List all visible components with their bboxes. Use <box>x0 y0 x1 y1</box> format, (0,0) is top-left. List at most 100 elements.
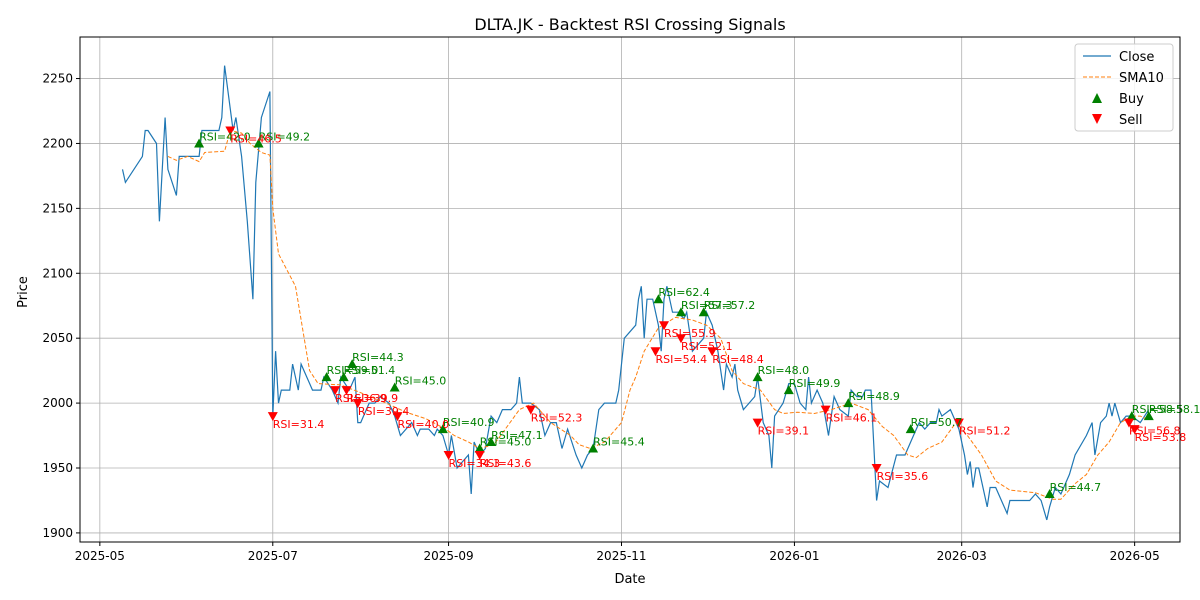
buy-signal-label: RSI=57.2 <box>704 299 756 312</box>
sell-signal-marker <box>392 412 403 422</box>
legend-buy-marker <box>1092 93 1102 103</box>
buy-signal-label: RSI=49.9 <box>789 377 841 390</box>
y-axis-label: Price <box>16 276 31 308</box>
sell-signal-label: RSI=56.8 <box>1129 425 1181 438</box>
buy-signal-marker <box>588 443 599 453</box>
buy-signal-label: RSI=58.5 <box>1132 403 1184 416</box>
sell-signal-marker <box>330 386 341 396</box>
sell-signal-marker <box>650 347 661 357</box>
buy-signal-label: RSI=45.0 <box>395 375 447 388</box>
x-axis-label: Date <box>614 572 645 587</box>
x-tick-label: 2025-07 <box>248 549 298 563</box>
buy-signal-marker <box>486 437 497 446</box>
plot-frame <box>79 36 1181 543</box>
sell-signal-label: RSI=51.2 <box>959 425 1011 438</box>
chart-title: DLTA.JK - Backtest RSI Crossing Signals <box>474 15 785 34</box>
buy-signal-label: RSI=58.1 <box>1149 403 1200 416</box>
sell-signal-marker <box>474 451 485 460</box>
grid-lines <box>80 37 1180 542</box>
buy-signal-marker <box>194 138 205 148</box>
x-axis-ticks: 2025-05 2025-07 2025-09 2025-11 2026-01 2026-… <box>75 542 1160 563</box>
buy-signal-marker <box>905 424 916 434</box>
sell-signal-label: RSI=53.8 <box>1135 431 1187 444</box>
buy-signal-label: RSI=59.0 <box>327 364 379 377</box>
sell-signal-label: RSI=39.1 <box>758 425 810 438</box>
y-tick-label: 2000 <box>42 396 73 410</box>
buy-signal-label: RSI=47.1 <box>491 429 543 442</box>
legend-sma10-label: SMA10 <box>1119 71 1164 86</box>
x-tick-label: 2026-05 <box>1110 549 1160 563</box>
x-tick-label: 2025-05 <box>75 549 125 563</box>
signal-markers <box>194 126 1154 498</box>
sell-signal-marker <box>659 321 669 331</box>
sell-signal-marker <box>820 405 831 415</box>
buy-signal-label: RSI=62.4 <box>658 286 710 299</box>
buy-signal-label: RSI=48.9 <box>848 390 900 403</box>
buy-signal-marker <box>321 372 332 382</box>
buy-signal-marker <box>698 307 709 317</box>
sell-signal-label: RSI=31.4 <box>273 418 325 431</box>
sell-signal-label: RSI=39.9 <box>346 392 398 405</box>
buy-signal-label: RSI=44.7 <box>1050 481 1102 494</box>
sell-signal-label: RSI=34.3 <box>449 457 501 470</box>
sell-signal-marker <box>676 334 686 344</box>
legend-sell-marker <box>1092 114 1102 124</box>
sell-signal-label: RSI=48.4 <box>712 353 764 366</box>
sell-signal-marker <box>953 418 964 428</box>
buy-signal-marker <box>752 372 763 382</box>
buy-signal-marker <box>676 307 686 317</box>
buy-signal-label: RSI=45.0 <box>480 436 532 449</box>
sell-signal-label: RSI=46.1 <box>826 412 878 425</box>
legend-box <box>1074 43 1174 132</box>
buy-signal-label: RSI=51.4 <box>344 364 396 377</box>
buy-signal-marker <box>437 424 448 434</box>
buy-signal-marker <box>783 385 794 395</box>
y-tick-label: 2250 <box>42 72 73 86</box>
sell-signal-marker <box>525 405 536 415</box>
sell-signal-marker <box>341 386 352 396</box>
legend-close-label: Close <box>1119 50 1154 65</box>
close-price-series <box>121 65 1150 521</box>
sell-signal-marker <box>443 451 454 460</box>
sell-signal-marker <box>707 347 718 357</box>
buy-signal-marker <box>653 294 664 304</box>
buy-signal-marker <box>253 138 264 148</box>
y-tick-label: 1900 <box>42 526 73 540</box>
buy-signal-label: RSI=48.0 <box>758 364 810 377</box>
sell-signal-label: RSI=46.5 <box>230 132 282 145</box>
x-tick-label: 2026-01 <box>769 549 819 563</box>
buy-signal-label: RSI=45.4 <box>593 436 645 449</box>
y-tick-label: 2100 <box>42 266 73 280</box>
x-tick-label: 2026-03 <box>937 549 987 563</box>
sell-signal-label: RSI=54.4 <box>656 353 708 366</box>
sell-signal-label: RSI=52.1 <box>681 340 733 353</box>
buy-signal-label: RSI=44.3 <box>352 351 404 364</box>
signal-labels: RSI=42.0 RSI=49.2 RSI=59.0RSI=51.4RSI=44.3… <box>199 130 1200 494</box>
sell-signal-label: RSI=52.3 <box>531 412 583 425</box>
y-tick-label: 2150 <box>42 201 73 215</box>
y-tick-label: 1950 <box>42 461 73 475</box>
buy-signal-marker <box>474 443 485 453</box>
x-tick-label: 2025-09 <box>423 549 473 563</box>
y-tick-label: 2050 <box>42 331 73 345</box>
buy-signal-label: RSI=57.3 <box>681 299 733 312</box>
buy-signal-marker <box>347 359 358 369</box>
buy-signal-marker <box>1143 411 1154 421</box>
legend: Close SMA10 Buy Sell <box>1074 43 1174 132</box>
legend-sell-label: Sell <box>1119 113 1142 128</box>
sell-signal-label: RSI=35.6 <box>877 470 929 483</box>
legend-buy-label: Buy <box>1119 92 1144 107</box>
x-tick-label: 2025-11 <box>596 549 646 563</box>
buy-signal-marker <box>389 382 400 392</box>
buy-signal-marker <box>843 398 854 408</box>
buy-signal-marker <box>1126 411 1137 421</box>
sell-signal-label: RSI=43.6 <box>480 457 532 470</box>
sell-signal-label: RSI=40.0 <box>398 418 450 431</box>
sell-signal-marker <box>225 126 236 136</box>
buy-signal-label: RSI=50.7 <box>911 416 963 429</box>
buy-signal-label: RSI=40.9 <box>443 416 495 429</box>
y-axis-ticks: 1900 1950 2000 2050 2100 2150 2200 2250 <box>42 72 80 540</box>
sell-signal-marker <box>1124 418 1134 428</box>
sell-signal-marker <box>752 418 763 428</box>
